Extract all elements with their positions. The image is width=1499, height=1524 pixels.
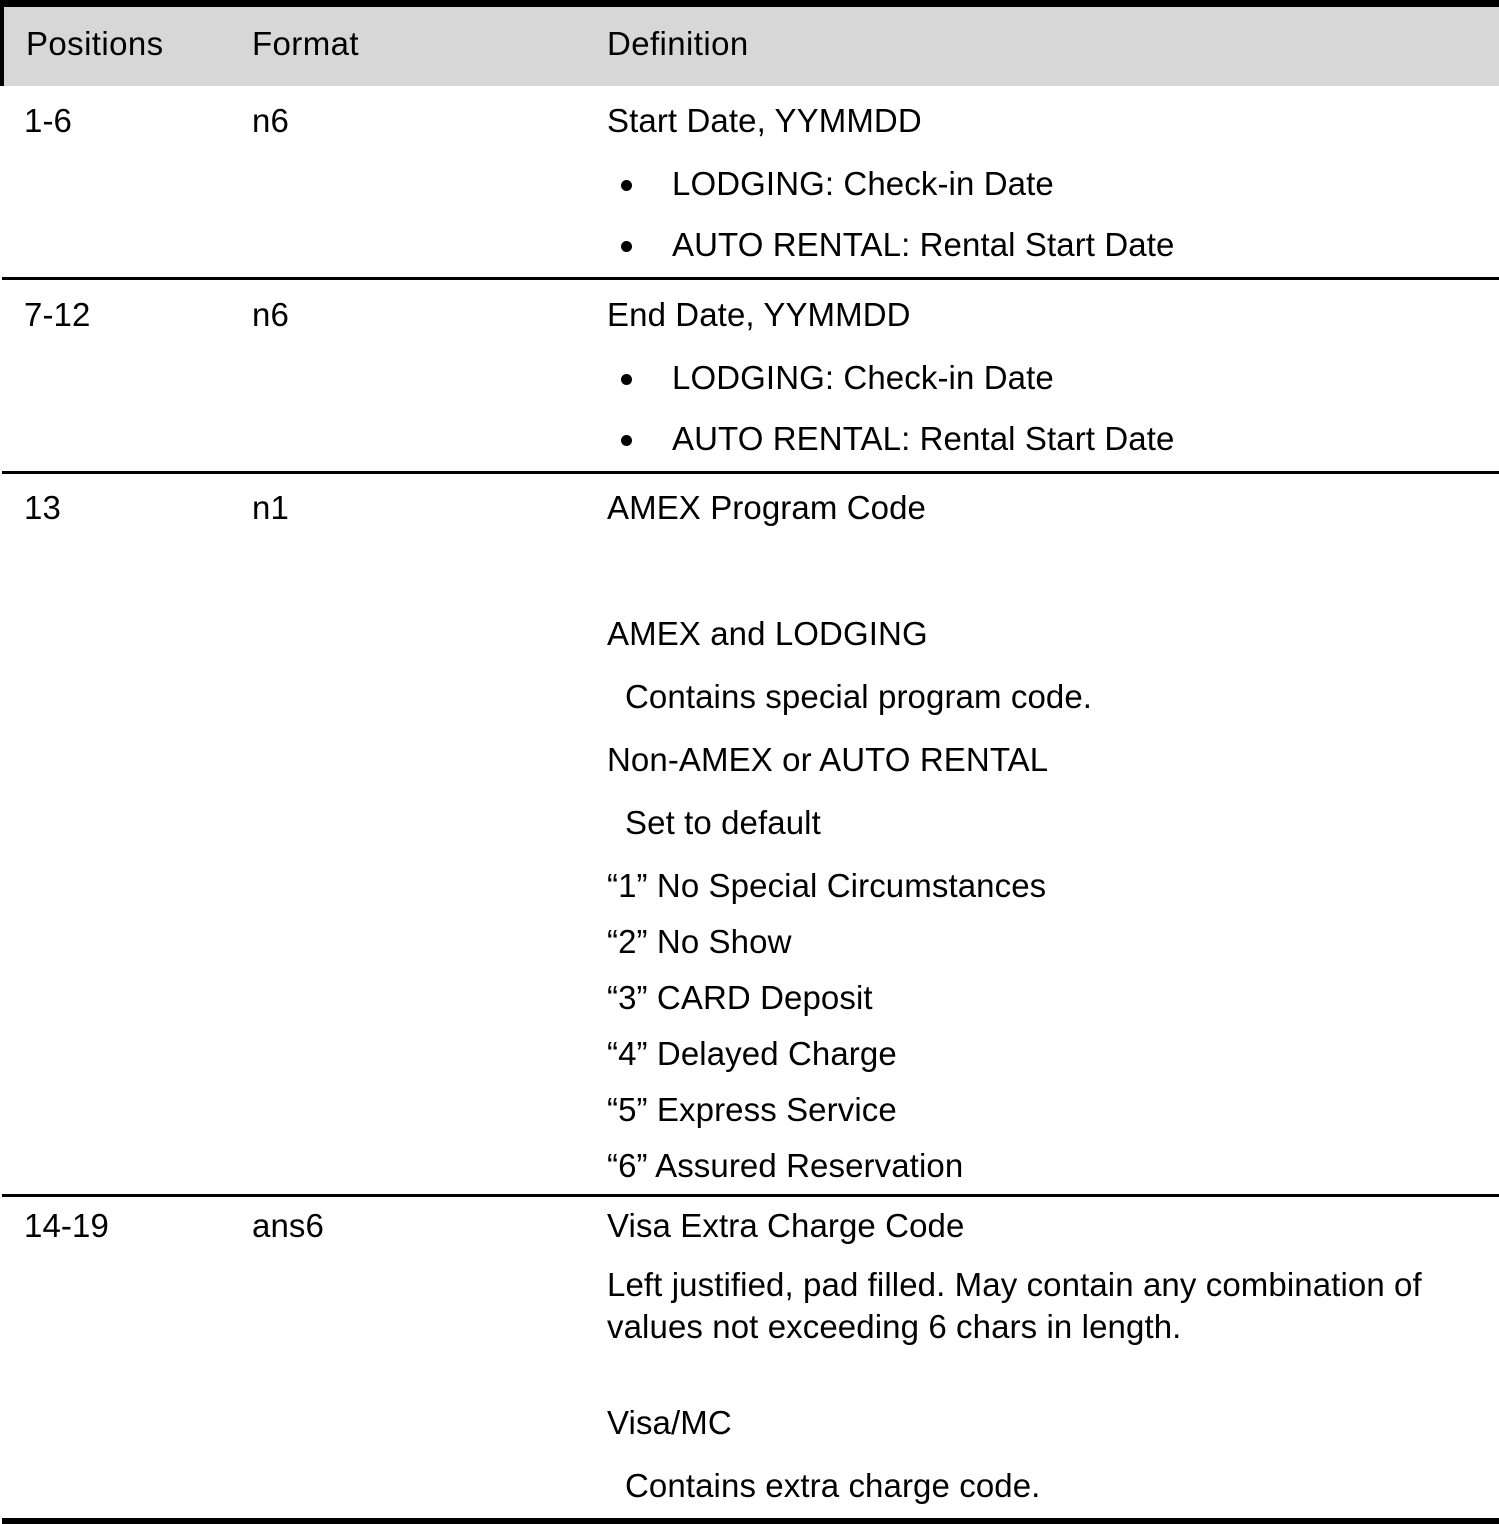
cell-positions: 7-12 [2,278,230,474]
column-header-positions: Positions [0,3,230,86]
format-value: n6 [252,102,289,139]
positions-value: 14-19 [24,1207,109,1244]
column-header-format: Format [230,3,585,86]
table-row: 13 n1 AMEX Program Code AMEX and LODGING… [2,472,1499,1197]
definition-content: Visa Extra Charge Code Left justified, p… [585,1197,1499,1518]
definition-bullet-list: LODGING: Check-in Date AUTO RENTAL: Rent… [607,167,1483,261]
positions-value: 1-6 [24,102,72,139]
table-header-row: Positions Format Definition [0,3,1499,86]
cell-format: n6 [230,278,585,474]
list-item: LODGING: Check-in Date [607,361,1483,394]
list-item-label: AUTO RENTAL: Rental Start Date [672,226,1175,263]
column-header-definition-label: Definition [607,25,749,62]
definition-content: AMEX Program Code AMEX and LODGING Conta… [585,474,1499,1194]
format-value: n1 [252,489,289,526]
table-body: 1-6 n6 Start Date, YYMMDD LODGING: Check… [2,86,1499,1521]
column-header-positions-label: Positions [26,25,164,62]
positions-value: 7-12 [24,296,91,333]
list-item: AUTO RENTAL: Rental Start Date [607,228,1483,261]
cell-positions: 13 [2,472,230,1197]
cell-positions: 1-6 [2,86,230,280]
non-amex-heading: Non-AMEX or AUTO RENTAL [607,741,1049,778]
program-code-item: “1” No Special Circumstances [607,867,1047,904]
column-header-definition: Definition [585,3,1499,86]
cell-definition: End Date, YYMMDD LODGING: Check-in Date … [585,278,1499,474]
cell-format: n1 [230,472,585,1197]
bullet-icon [621,241,632,252]
program-code-item: “6” Assured Reservation [607,1147,964,1184]
program-code-item: “3” CARD Deposit [607,979,873,1016]
definition-content: End Date, YYMMDD LODGING: Check-in Date … [585,280,1499,471]
positions-value: 13 [24,489,61,526]
cell-format: ans6 [230,1196,585,1522]
list-item-label: AUTO RENTAL: Rental Start Date [672,420,1175,457]
program-code-item: “5” Express Service [607,1091,897,1128]
definition-bullet-list: LODGING: Check-in Date AUTO RENTAL: Rent… [607,361,1483,455]
definition-content: Start Date, YYMMDD LODGING: Check-in Dat… [585,86,1499,277]
definition-title: AMEX Program Code [607,489,926,526]
list-item: LODGING: Check-in Date [607,167,1483,200]
cell-positions: 14-19 [2,1196,230,1522]
bullet-icon [621,180,632,191]
program-code-item: “2” No Show [607,923,792,960]
definition-title: Visa Extra Charge Code [607,1207,965,1244]
definition-title: Start Date, YYMMDD [607,102,922,139]
cell-definition: AMEX Program Code AMEX and LODGING Conta… [585,472,1499,1197]
list-item: AUTO RENTAL: Rental Start Date [607,422,1483,455]
cell-format: n6 [230,86,585,280]
table-row: 14-19 ans6 Visa Extra Charge Code Left j… [2,1196,1499,1522]
list-item-label: LODGING: Check-in Date [672,359,1054,396]
table-row: 7-12 n6 End Date, YYMMDD LODGING: Check-… [2,278,1499,474]
definition-blank-line [607,554,1483,617]
format-value: n6 [252,296,289,333]
visa-mc-heading: Visa/MC [607,1404,732,1442]
visa-mc-detail: Contains extra charge code. [625,1467,1041,1505]
bullet-icon [621,435,632,446]
amex-lodging-detail: Contains special program code. [625,678,1093,715]
bullet-icon [621,374,632,385]
definition-paragraph: Left justified, pad filled. May contain … [607,1266,1422,1346]
cell-definition: Start Date, YYMMDD LODGING: Check-in Dat… [585,86,1499,280]
definition-title: End Date, YYMMDD [607,296,911,333]
program-code-list: “1” No Special Circumstances “2” No Show… [607,869,1483,1182]
table-row: 1-6 n6 Start Date, YYMMDD LODGING: Check… [2,86,1499,280]
amex-lodging-heading: AMEX and LODGING [607,615,928,652]
definition-blank-line [607,1348,1483,1406]
list-item-label: LODGING: Check-in Date [672,165,1054,202]
format-value: ans6 [252,1207,324,1244]
cell-definition: Visa Extra Charge Code Left justified, p… [585,1196,1499,1522]
non-amex-detail: Set to default [625,804,821,841]
program-code-item: “4” Delayed Charge [607,1035,897,1072]
column-header-format-label: Format [252,25,359,62]
table-header: Positions Format Definition [0,3,1499,86]
